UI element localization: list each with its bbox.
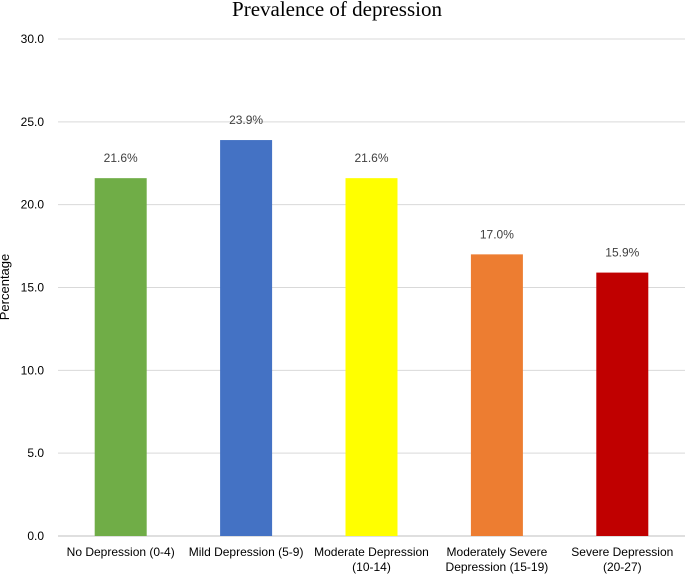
bars <box>94 140 649 536</box>
x-axis-ticks: No Depression (0-4) Mild Depression (5-9)… <box>67 545 674 574</box>
y-tick-label: 25.0 <box>21 115 45 129</box>
y-tick-label: 15.0 <box>21 281 45 295</box>
x-tick-label: Mild Depression (5-9) <box>189 545 304 559</box>
data-label: 17.0% <box>480 227 514 241</box>
bar <box>345 178 398 536</box>
x-tick-label: Severe Depression (20-27) <box>571 545 673 574</box>
y-tick-label: 30.0 <box>21 32 45 46</box>
x-tick-label: Moderate Depression (10-14) <box>314 545 429 574</box>
data-label: 15.9% <box>605 246 639 260</box>
y-tick-label: 5.0 <box>27 446 44 460</box>
y-tick-label: 20.0 <box>21 198 45 212</box>
bar <box>596 272 649 536</box>
chart-title: Prevalence of depression <box>232 0 442 21</box>
y-axis-ticks: 0.0 5.0 10.0 15.0 20.0 25.0 30.0 <box>21 32 45 543</box>
data-label: 21.6% <box>354 151 388 165</box>
bar <box>220 140 273 536</box>
x-tick-label: Moderately Severe Depression (15-19) <box>446 545 549 574</box>
y-tick-label: 10.0 <box>21 363 45 377</box>
data-label: 21.6% <box>104 151 138 165</box>
data-labels: 21.6% 23.9% 21.6% 17.0% 15.9% <box>104 113 640 260</box>
bar <box>470 254 523 536</box>
y-axis-label: Percentage <box>0 254 12 321</box>
y-tick-label: 0.0 <box>27 529 44 543</box>
x-tick-label: No Depression (0-4) <box>67 545 175 559</box>
data-label: 23.9% <box>229 113 263 127</box>
bar <box>94 178 147 536</box>
